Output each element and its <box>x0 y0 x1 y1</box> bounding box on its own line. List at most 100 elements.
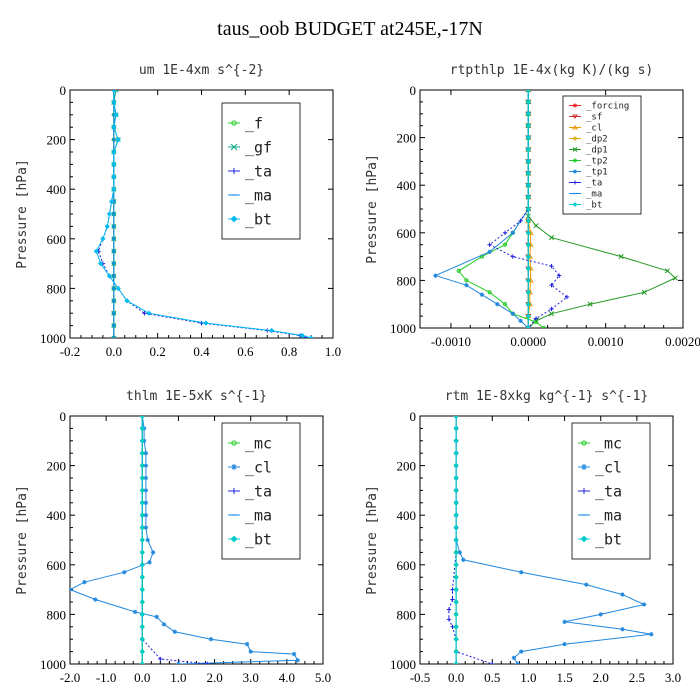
legend-label: _ma <box>245 506 272 524</box>
data-point <box>453 537 459 543</box>
data-point <box>641 602 647 607</box>
legend-marker <box>573 136 577 141</box>
data-point <box>519 649 524 654</box>
x-tick-label: 0.0000 <box>510 334 546 349</box>
legend-marker <box>581 440 587 446</box>
data-point <box>525 158 531 165</box>
legend-label: _ma <box>245 186 272 204</box>
data-point <box>139 416 145 419</box>
y-tick-label: 400 <box>397 178 417 193</box>
y-tick-label: 0 <box>410 83 417 98</box>
y-tick-label: 200 <box>397 459 417 474</box>
data-point <box>525 265 531 272</box>
data-point <box>533 223 539 229</box>
y-tick-label: 800 <box>397 273 417 288</box>
x-tick-label: -1.0 <box>96 670 117 685</box>
data-point <box>620 592 625 597</box>
legend-marker <box>231 440 237 446</box>
data-point <box>82 579 87 585</box>
data-point <box>564 294 570 300</box>
y-tick-label: 600 <box>47 232 67 247</box>
legend-label: _cl <box>586 124 602 134</box>
x-tick-label: 1.0 <box>170 670 186 685</box>
y-axis-label: Pressure [hPa] <box>365 485 380 595</box>
data-point <box>205 661 210 664</box>
data-point <box>199 320 204 326</box>
data-point <box>618 254 624 260</box>
data-point <box>115 136 121 143</box>
data-point <box>139 487 145 494</box>
data-point <box>143 463 149 468</box>
y-axis-label: Pressure [hPa] <box>365 154 380 264</box>
data-point <box>525 146 531 153</box>
data-point <box>139 549 145 556</box>
x-tick-label: 0.0 <box>106 344 122 359</box>
data-point <box>433 273 438 278</box>
y-tick-label: 1000 <box>390 657 416 672</box>
data-point <box>308 335 314 338</box>
data-point <box>269 327 275 334</box>
legend-label: _tp1 <box>586 168 608 178</box>
data-point <box>124 298 130 304</box>
y-tick-label: 400 <box>47 508 67 523</box>
legend-marker <box>231 168 237 174</box>
data-point <box>299 332 305 338</box>
series-layer <box>446 416 654 664</box>
legend-label: _sf <box>586 113 602 123</box>
data-point <box>453 549 459 556</box>
legend-marker <box>230 143 238 151</box>
data-point <box>93 248 99 254</box>
data-point <box>154 614 159 620</box>
data-point <box>487 249 492 255</box>
data-point <box>143 500 149 505</box>
data-point <box>487 290 492 295</box>
data-point <box>453 599 459 605</box>
legend-label: _bt <box>245 530 272 548</box>
data-point <box>143 488 149 493</box>
data-point <box>139 624 145 630</box>
x-tick-label: 0.0 <box>448 670 464 685</box>
x-tick-label: -0.2 <box>60 344 81 359</box>
data-point <box>525 301 531 307</box>
data-point <box>453 512 459 518</box>
data-point <box>244 641 250 647</box>
data-point <box>147 560 152 565</box>
legend-marker <box>572 124 578 130</box>
data-point <box>453 562 459 568</box>
panel-title: rtm 1E-8xkg kg^{-1} s^{-1} <box>445 389 649 404</box>
data-point <box>525 182 531 188</box>
panel-2: rtpthlp 1E-4x(kg K)/(kg s) -0.0010 0.0000 0… <box>365 63 700 349</box>
data-point <box>510 230 516 235</box>
data-point <box>93 597 98 602</box>
data-point <box>503 302 508 307</box>
data-point <box>139 648 145 655</box>
series-layer <box>433 90 678 328</box>
x-tick-label: 2.0 <box>206 670 222 685</box>
legend-label: _dp2 <box>586 135 608 145</box>
legend-marker <box>581 488 587 494</box>
data-point <box>490 661 495 664</box>
legend-label: _gf <box>245 138 272 156</box>
data-point <box>525 230 531 236</box>
legend-label: _mc <box>245 434 272 452</box>
panel-title: rtpthlp 1E-4x(kg K)/(kg s) <box>450 63 654 78</box>
legend-label: _bt <box>586 201 602 211</box>
data-point <box>446 617 452 622</box>
y-tick-label: 400 <box>47 182 67 197</box>
data-point <box>450 597 455 602</box>
data-point <box>139 512 145 518</box>
data-point <box>503 242 508 247</box>
x-tick-label: 3.0 <box>665 670 681 685</box>
data-point <box>549 306 554 312</box>
data-point <box>525 277 531 284</box>
data-point <box>139 425 145 432</box>
data-point <box>525 134 531 141</box>
legend-marker <box>231 464 237 470</box>
legend-label: _ta <box>245 482 272 500</box>
panel-3: thlm 1E-5xK s^{-1} -2.0 -1.0 0.0 1.0 2.0 3.0 4.… <box>15 389 331 685</box>
data-point <box>525 206 531 212</box>
data-point <box>562 619 567 625</box>
legend-label: _cl <box>245 458 272 476</box>
data-point <box>70 587 73 592</box>
